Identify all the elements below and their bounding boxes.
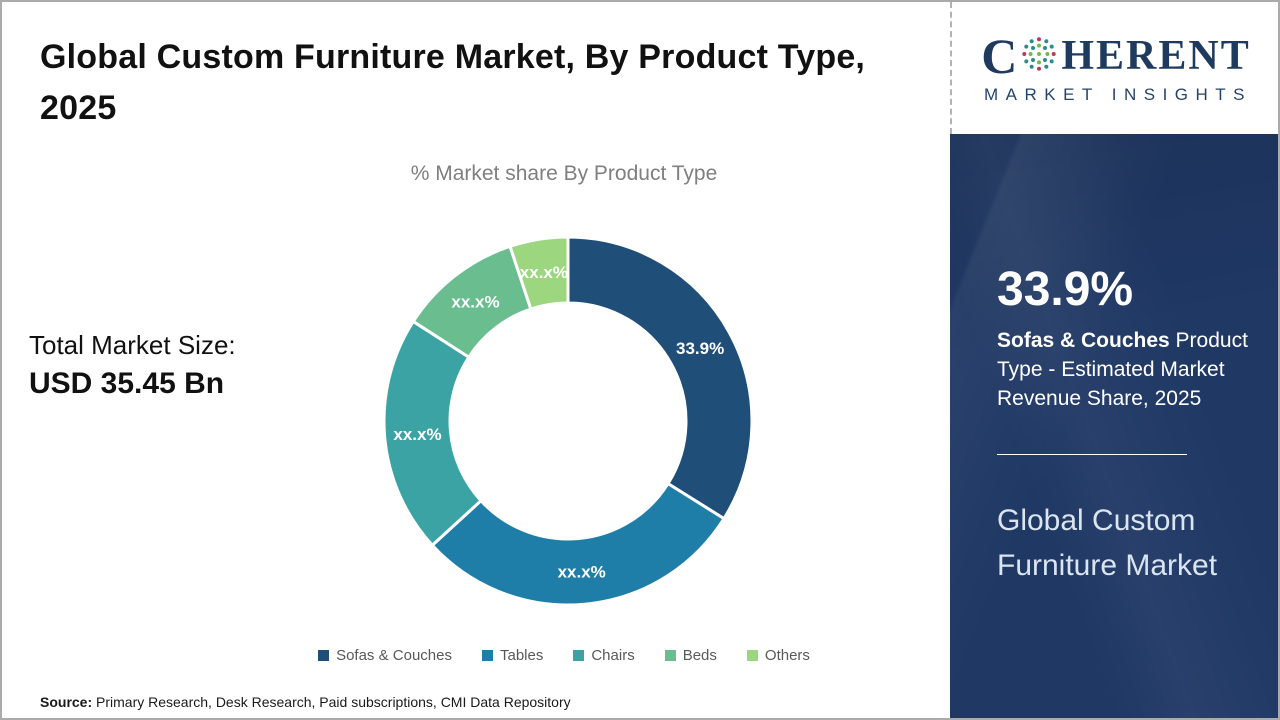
brand-logo: C HERENT MARKET INSIGHTS [950,2,1278,134]
brand-tagline: MARKET INSIGHTS [983,85,1253,104]
highlight-stat-description: Sofas & Couches Product Type - Estimated… [997,326,1249,413]
highlight-panel: 33.9% Sofas & Couches Product Type - Est… [950,134,1278,718]
legend-label-sofas-couches: Sofas & Couches [336,647,452,664]
total-market-size-value: USD 35.45 Bn [29,367,225,400]
donut-segment-tables [430,482,726,607]
source-label: Source: [40,694,93,710]
donut-segment-sofas-couches [566,235,754,521]
highlight-stat-value: 33.9% [997,263,1134,316]
legend-label-chairs: Chairs [591,647,635,664]
slice-label-others: xx.x% [520,263,568,282]
legend-swatch-others [746,650,758,661]
legend-item-tables: Tables [481,647,544,664]
donut-segment-others [508,235,570,311]
panel-divider-line [997,454,1187,455]
legend-label-others: Others [764,647,810,664]
legend-swatch-chairs [573,650,585,661]
donut-chart: 33.9% xx.x% xx.x% xx.x% xx.x% [381,234,755,608]
legend-item-chairs: Chairs [573,647,635,664]
chart-legend: Sofas & Couches Tables Chairs Beds Others [192,647,936,664]
total-market-size: Total Market Size: USD 35.45 Bn [29,326,236,404]
slice-label-sofas-couches: 33.9% [676,339,724,358]
chart-title: % Market share By Product Type [410,162,718,185]
brand-letters-herent: HERENT [1061,33,1251,79]
legend-swatch-tables [481,650,493,661]
legend-swatch-sofas-couches [318,650,330,661]
coherent-globe-icon [1022,37,1057,71]
legend-swatch-beds [664,650,676,661]
highlight-stat-segment: Sofas & Couches [997,329,1170,352]
source-line: Source: Primary Research, Desk Research,… [40,694,571,710]
legend-item-sofas-couches: Sofas & Couches [318,647,452,664]
total-market-size-label: Total Market Size: [29,330,236,360]
brand-wordmark: C HERENT [981,31,1250,81]
slice-label-beds: xx.x% [451,293,499,312]
legend-label-tables: Tables [499,647,544,664]
source-text: Primary Research, Desk Research, Paid su… [92,694,571,710]
highlight-stat-rest: Product Type - Estimated Market Revenue … [997,329,1248,410]
slice-label-tables: xx.x% [558,562,606,581]
legend-item-beds: Beds [664,647,717,664]
donut-chart-svg: 33.9% xx.x% xx.x% xx.x% xx.x% [382,235,754,607]
page-title: Global Custom Furniture Market, By Produ… [40,38,866,127]
panel-market-name: Global Custom Furniture Market [997,504,1218,582]
legend-item-others: Others [746,647,810,664]
slice-label-chairs: xx.x% [393,425,441,444]
legend-label-beds: Beds [682,647,717,664]
brand-letter-c: C [981,28,1018,84]
